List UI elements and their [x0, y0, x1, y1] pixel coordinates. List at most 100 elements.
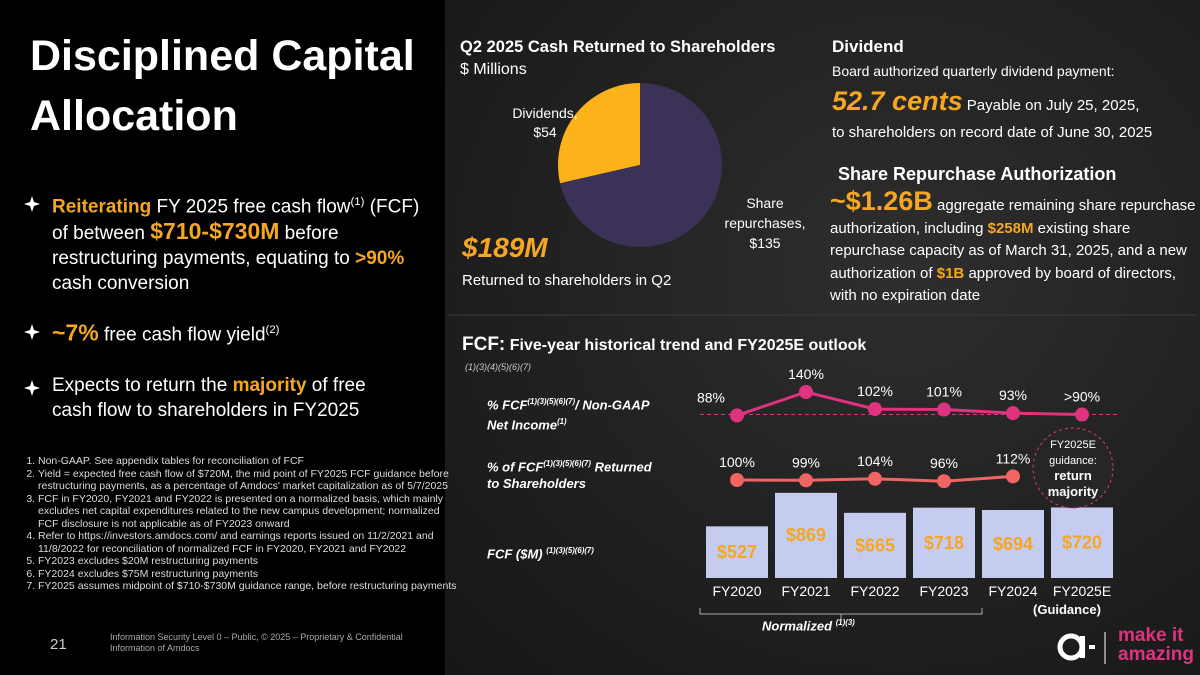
bar-value-label: $694	[993, 534, 1033, 554]
text-run: of free cash flow to shareholders in FY2…	[52, 375, 366, 421]
pie-slice	[560, 83, 723, 247]
text-run: existing share repurchase capacity as of…	[830, 219, 1187, 282]
point-label: 104%	[857, 453, 893, 469]
text-run: FCF ($M)	[487, 546, 547, 562]
footnote: FCF in FY2020, FY2021 and FY2022 is pres…	[38, 493, 458, 531]
pie-slice	[558, 83, 640, 184]
dividend-title: Dividend	[832, 37, 904, 56]
logo-shape	[1089, 645, 1095, 649]
bar-value-label: $665	[855, 535, 895, 555]
point-label: 99%	[792, 454, 820, 470]
text-run: $710-$730M	[150, 218, 280, 245]
pie-label: Dividends,	[512, 105, 577, 121]
fcf-title: FCF:	[462, 334, 506, 355]
fcf-note: (1)(3)(4)(5)(6)(7)	[465, 362, 531, 372]
text-run: free cash flow yield	[98, 324, 266, 346]
text-run: (1)	[350, 196, 365, 208]
series-point	[730, 408, 744, 423]
text-run: Reiterating	[52, 196, 152, 218]
guidance-text: guidance:	[1049, 455, 1097, 467]
series-label: % FCF(1)(3)(5)(6)(7)/ Non-GAAP Net Incom…	[487, 393, 657, 434]
point-label: 100%	[719, 454, 755, 470]
left-panel	[0, 0, 445, 675]
x-tick-label: FY2020	[712, 583, 761, 599]
x-tick-label: FY2021	[781, 583, 830, 599]
bar-value-label: $718	[924, 533, 964, 553]
footnote: Non-GAAP. See appendix tables for reconc…	[38, 455, 458, 468]
point-label: 96%	[930, 455, 958, 471]
pie-subtitle: $ Millions	[460, 61, 527, 78]
bar-value-label: $720	[1062, 533, 1102, 553]
bar	[775, 492, 837, 578]
pie-total: $189M	[462, 232, 548, 263]
series-point	[868, 402, 882, 417]
fcf-title-line: FCF: Five-year historical trend and FY20…	[462, 334, 866, 356]
sparkle-icon	[24, 196, 40, 212]
logo-shape	[1080, 636, 1085, 658]
fcf-subtitle: Five-year historical trend and FY2025E o…	[509, 337, 867, 354]
page-number: 21	[50, 636, 67, 653]
dividend-payable: Payable on July 25, 2025,	[966, 97, 1140, 114]
series-point	[868, 471, 882, 486]
footnote: Refer to https://investors.amdocs.com/ a…	[38, 530, 458, 555]
footnote: FY2025 assumes midpoint of $710-$730M gu…	[38, 580, 458, 593]
pie-caption: Returned to shareholders in Q2	[462, 272, 672, 289]
bar	[913, 507, 975, 578]
point-label: 112%	[996, 450, 1031, 466]
point-label: 140%	[788, 366, 824, 382]
dividend-record: to shareholders on record date of June 3…	[832, 124, 1153, 141]
pie-value-label: $54	[533, 124, 557, 140]
series-line	[736, 390, 1083, 417]
guidance-text: FY2025E	[1050, 439, 1096, 451]
text-run: aggregate remaining share repurchase aut…	[830, 197, 1196, 237]
x-tick-label: FY2025E	[1053, 583, 1111, 599]
text-run: majority	[232, 375, 307, 396]
text-run: cash conversion	[52, 273, 190, 295]
text-run: FY 2025 free cash flow	[151, 196, 351, 218]
series-point	[937, 474, 951, 489]
repurchase-amount: ~$1.26B	[830, 186, 933, 216]
footnote: Yield = expected free cash flow of $720M…	[38, 468, 458, 493]
bullet-icons	[24, 196, 40, 396]
bullet: Reiterating FY 2025 free cash flow(1) (F…	[52, 190, 437, 296]
text-run: $1B	[936, 264, 965, 282]
bracket-label: Normalized	[762, 618, 833, 634]
series-point	[1006, 469, 1020, 484]
classification: Information Security Level 0 – Public, ©…	[110, 632, 403, 653]
footnotes: Non-GAAP. See appendix tables for reconc…	[18, 455, 458, 593]
logo-line: make it	[1118, 625, 1184, 646]
text-run: % of FCF	[487, 459, 544, 475]
series-point	[730, 473, 744, 487]
text-run: Returned to Shareholders	[487, 459, 652, 492]
text-run: % FCF	[487, 397, 528, 413]
point-label: >90%	[1064, 389, 1100, 405]
repurchase-title: Share Repurchase Authorization	[838, 164, 1117, 184]
text-run: >90%	[355, 248, 405, 270]
point-label: 101%	[926, 384, 962, 400]
slide-title: Disciplined Capital Allocation	[30, 32, 415, 140]
bar	[982, 509, 1044, 578]
sparkle-icon	[24, 380, 40, 396]
series-point	[937, 402, 951, 417]
text-run: / Non-GAAP Net Income	[487, 397, 650, 433]
x-tick-label: FY2024	[988, 583, 1037, 599]
bar	[1051, 507, 1113, 578]
text-run: (2)	[265, 324, 280, 336]
point-label: 88%	[697, 389, 725, 405]
text-run: $258M	[987, 219, 1034, 237]
guidance-text: majority	[1048, 484, 1099, 499]
text-run: (1)	[557, 417, 567, 427]
logo-text: make it amazing	[1118, 626, 1194, 664]
pie-label: Share repurchases,	[725, 195, 806, 231]
text-run: (1)(3)(5)(6)(7)	[543, 459, 591, 468]
series-label: FCF ($M) (1)(3)(5)(6)(7)	[487, 542, 657, 562]
logo-mark	[1057, 632, 1106, 664]
bullet: Expects to return the majority of free c…	[52, 373, 392, 423]
pie-value-label: $135	[749, 235, 780, 251]
series-point	[799, 385, 813, 399]
category-note: (Guidance)	[1033, 602, 1101, 617]
text-run: (FCF) of between	[52, 196, 420, 245]
x-tick-label: FY2023	[919, 583, 968, 599]
